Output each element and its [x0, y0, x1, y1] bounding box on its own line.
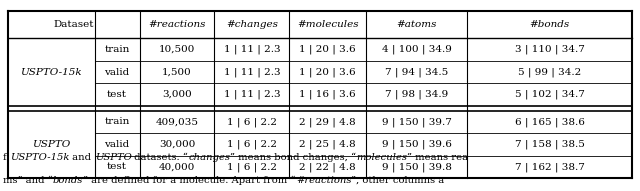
Text: f: f — [3, 153, 10, 162]
Text: #bonds: #bonds — [530, 20, 570, 29]
Text: 1 | 6 | 2.2: 1 | 6 | 2.2 — [227, 117, 277, 127]
Text: #molecules: #molecules — [297, 20, 358, 29]
Text: 1 | 16 | 3.6: 1 | 16 | 3.6 — [300, 90, 356, 99]
Text: 40,000: 40,000 — [159, 162, 195, 172]
Text: ms” and “: ms” and “ — [3, 176, 53, 185]
Text: 1 | 11 | 2.3: 1 | 11 | 2.3 — [223, 45, 280, 54]
Text: #reactions: #reactions — [148, 20, 205, 29]
Text: valid: valid — [104, 140, 130, 149]
Text: 10,500: 10,500 — [159, 45, 195, 54]
Text: valid: valid — [104, 67, 130, 77]
Text: 7 | 158 | 38.5: 7 | 158 | 38.5 — [515, 140, 585, 149]
Text: train: train — [104, 117, 130, 126]
Text: datasets. “: datasets. “ — [131, 153, 188, 162]
Text: ” means rea: ” means rea — [408, 153, 468, 162]
Text: USPTO: USPTO — [95, 153, 131, 162]
Text: 30,000: 30,000 — [159, 140, 195, 149]
Text: 1 | 11 | 2.3: 1 | 11 | 2.3 — [223, 67, 280, 77]
Text: changes: changes — [188, 153, 230, 162]
Text: 7 | 94 | 34.5: 7 | 94 | 34.5 — [385, 67, 448, 77]
Text: USPTO: USPTO — [32, 140, 70, 149]
Text: 1 | 6 | 2.2: 1 | 6 | 2.2 — [227, 140, 277, 149]
Text: ” are defined for a molecule. Apart from “: ” are defined for a molecule. Apart from… — [83, 176, 296, 185]
Text: ” means bond changes, “: ” means bond changes, “ — [230, 153, 356, 162]
Text: 2 | 25 | 4.8: 2 | 25 | 4.8 — [300, 140, 356, 149]
Text: 1 | 20 | 3.6: 1 | 20 | 3.6 — [300, 45, 356, 54]
Text: 7 | 162 | 38.7: 7 | 162 | 38.7 — [515, 162, 585, 172]
Text: test: test — [107, 162, 127, 172]
Text: and: and — [70, 153, 95, 162]
Text: ”, other columns a: ”, other columns a — [351, 176, 445, 185]
Text: 7 | 98 | 34.9: 7 | 98 | 34.9 — [385, 90, 448, 99]
Text: Dataset: Dataset — [53, 20, 94, 29]
Text: 9 | 150 | 39.7: 9 | 150 | 39.7 — [381, 117, 452, 127]
Text: 1 | 20 | 3.6: 1 | 20 | 3.6 — [300, 67, 356, 77]
Text: 9 | 150 | 39.8: 9 | 150 | 39.8 — [381, 162, 452, 172]
Text: 5 | 99 | 34.2: 5 | 99 | 34.2 — [518, 67, 581, 77]
Text: 1 | 11 | 2.3: 1 | 11 | 2.3 — [223, 90, 280, 99]
Text: test: test — [107, 90, 127, 99]
Text: 2 | 22 | 4.8: 2 | 22 | 4.8 — [300, 162, 356, 172]
Text: 3 | 110 | 34.7: 3 | 110 | 34.7 — [515, 45, 585, 54]
Text: 1 | 6 | 2.2: 1 | 6 | 2.2 — [227, 162, 277, 172]
Text: USPTO-15k: USPTO-15k — [10, 153, 70, 162]
Text: #reactions: #reactions — [296, 176, 351, 185]
Text: train: train — [104, 45, 130, 54]
Text: 4 | 100 | 34.9: 4 | 100 | 34.9 — [381, 45, 452, 54]
Text: USPTO-15k: USPTO-15k — [20, 67, 82, 77]
Text: 2 | 29 | 4.8: 2 | 29 | 4.8 — [300, 117, 356, 127]
Text: #atoms: #atoms — [396, 20, 437, 29]
Text: #changes: #changes — [226, 20, 278, 29]
Text: 5 | 102 | 34.7: 5 | 102 | 34.7 — [515, 90, 585, 99]
Text: 1,500: 1,500 — [162, 67, 192, 77]
Text: bonds: bonds — [53, 176, 83, 185]
Text: 409,035: 409,035 — [156, 117, 198, 126]
Text: 9 | 150 | 39.6: 9 | 150 | 39.6 — [381, 140, 452, 149]
Text: molecules: molecules — [356, 153, 408, 162]
Text: 6 | 165 | 38.6: 6 | 165 | 38.6 — [515, 117, 585, 127]
Text: 3,000: 3,000 — [162, 90, 192, 99]
